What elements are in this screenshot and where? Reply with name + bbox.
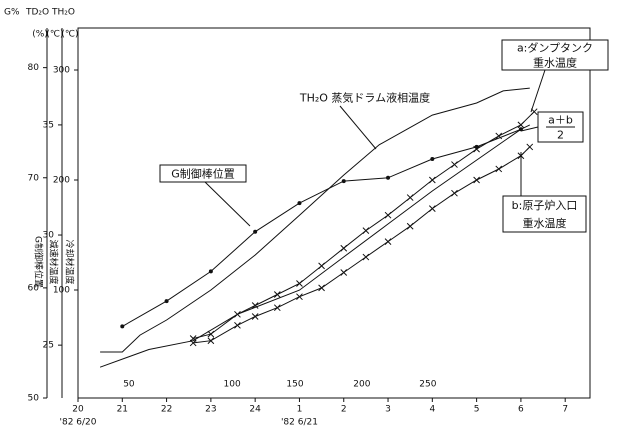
x-tick-label: 20: [72, 405, 84, 415]
point: [473, 145, 480, 153]
point: [384, 238, 392, 245]
x-tick-label: 1: [297, 405, 303, 415]
x-tick-label: 6: [518, 405, 524, 415]
annotation-text: b:原子炉入口: [512, 199, 578, 212]
g-tick-label: 60: [28, 283, 40, 293]
axis-title: 冷却材温度: [64, 239, 76, 284]
series-line: [99, 124, 531, 368]
point: [517, 121, 525, 129]
axis-header: TH₂O: [51, 8, 75, 18]
axis-title: 減速材温度: [48, 239, 60, 284]
point: [406, 222, 414, 230]
x2-tick-label: 250: [419, 380, 436, 390]
point: [384, 211, 392, 219]
annotation-arrow: [520, 126, 539, 132]
point: [318, 284, 325, 292]
x2-tick-label: 150: [286, 380, 303, 390]
series-line: [122, 128, 522, 327]
axis-unit: (%): [32, 30, 48, 40]
series-line: [100, 87, 530, 353]
date-label: '82 6/21: [281, 418, 318, 428]
annotation-text: 重水温度: [523, 216, 567, 230]
point: [451, 161, 458, 168]
x-tick-label: 4: [429, 405, 435, 415]
point: [234, 321, 241, 329]
x2-tick-label: 50: [123, 380, 135, 390]
annotation-arrow: [339, 105, 377, 150]
annotation-text: G制御棒位置: [171, 167, 235, 181]
point: [207, 330, 215, 338]
axis-header: G%: [4, 8, 20, 18]
annotation-text: a:ダンプタンク: [517, 41, 593, 55]
td2o-tick-label: 35: [43, 120, 54, 130]
plot-frame: [77, 27, 591, 399]
td2o-tick-label: 30: [43, 231, 55, 241]
point: [208, 269, 213, 274]
point: [251, 313, 259, 320]
g-tick-label: 50: [28, 394, 40, 404]
x2-tick-label: 100: [224, 380, 241, 390]
point: [341, 179, 346, 184]
point: [234, 310, 241, 318]
point: [120, 324, 125, 329]
point: [189, 339, 197, 347]
point: [273, 304, 281, 312]
g-tick-label: 80: [28, 63, 40, 73]
point: [386, 175, 391, 180]
point: [362, 227, 370, 234]
x-tick-label: 21: [117, 405, 128, 415]
x-tick-label: 5: [474, 405, 480, 415]
axis-unit: (℃): [46, 30, 63, 40]
x-tick-label: 7: [562, 405, 568, 415]
annotation-text: 重水温度: [533, 56, 577, 70]
axis-title: G制御棒位置: [33, 236, 45, 288]
x-tick-label: 3: [385, 405, 391, 415]
point: [473, 176, 480, 184]
axis-header: TD₂O: [25, 8, 49, 18]
point: [340, 244, 348, 252]
th2o-tick-label: 100: [53, 285, 70, 295]
x-tick-label: 23: [205, 405, 216, 415]
point: [296, 293, 303, 301]
date-label: '82 6/20: [60, 418, 97, 428]
point: [296, 280, 303, 287]
point: [526, 143, 534, 151]
point: [297, 201, 302, 206]
annotation-arrow: [530, 69, 546, 113]
x-tick-label: 2: [341, 405, 347, 415]
point: [428, 176, 436, 184]
annotation-text: 2: [557, 129, 564, 142]
point: [253, 229, 258, 234]
point: [430, 157, 435, 162]
point: [451, 189, 458, 197]
annotation-text: a＋b: [548, 114, 573, 127]
x-tick-label: 22: [161, 405, 172, 415]
point: [406, 194, 414, 201]
annotation-box: [502, 195, 587, 233]
point: [318, 262, 325, 270]
annotation-box: [159, 164, 247, 183]
point: [207, 337, 215, 345]
point: [164, 299, 169, 304]
point: [340, 269, 348, 276]
annotation-arrow: [204, 181, 251, 227]
th2o-tick-label: 200: [53, 176, 70, 186]
annotation-box: [501, 39, 609, 71]
point: [362, 253, 370, 261]
annotation-text: TH₂O 蒸気ドラム液相温度: [299, 91, 430, 105]
x-tick-label: 24: [249, 405, 261, 415]
point: [495, 165, 503, 173]
point: [251, 302, 259, 309]
th2o-tick-label: 300: [53, 66, 70, 76]
g-tick-label: 70: [28, 173, 40, 183]
x2-tick-label: 200: [353, 380, 370, 390]
td2o-tick-label: 25: [43, 341, 54, 351]
point: [428, 205, 436, 212]
axis-unit: (℃): [61, 30, 78, 40]
point: [495, 132, 503, 140]
point: [273, 291, 281, 298]
